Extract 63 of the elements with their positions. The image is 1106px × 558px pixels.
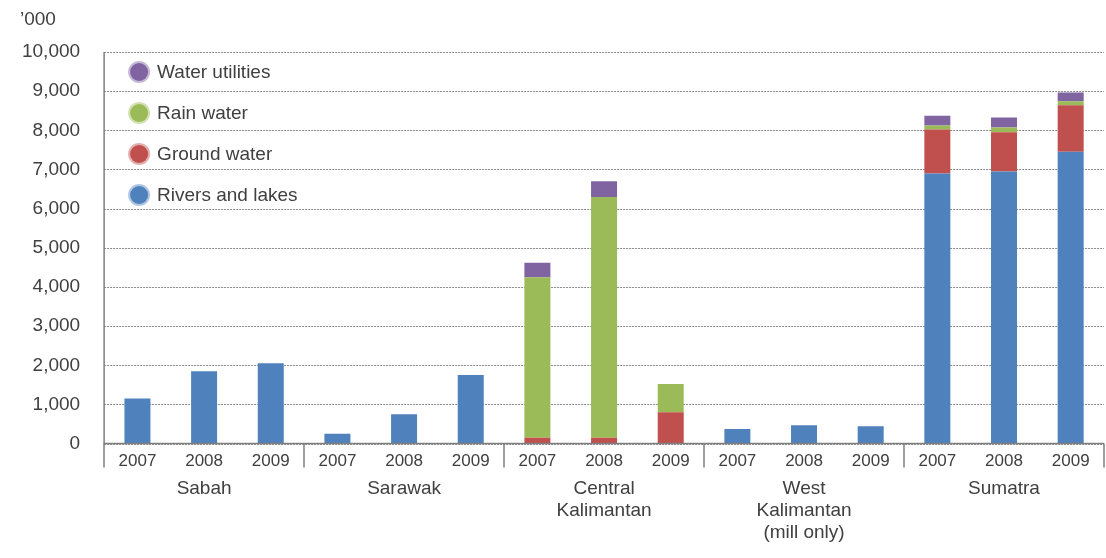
x-tick-label: 2009	[251, 451, 290, 471]
x-tick-label: 2008	[385, 451, 423, 471]
text: West Kalimantan (mill only)	[756, 477, 852, 543]
legend-label: Rivers and lakes	[157, 184, 298, 206]
bar	[991, 132, 1018, 172]
text: Sumatra	[968, 477, 1041, 499]
y-tick-label: 6,000	[32, 196, 81, 218]
bar	[1057, 101, 1084, 106]
bar	[924, 173, 951, 444]
y-tick-label: 3,000	[32, 314, 81, 336]
bar	[1057, 105, 1084, 152]
bar	[791, 425, 818, 444]
y-tick-label: 2,000	[32, 353, 81, 375]
x-tick-label: 2009	[1051, 451, 1090, 471]
legend-label: Water utilities	[157, 61, 271, 83]
y-tick-label: 4,000	[32, 275, 81, 297]
bar	[924, 125, 951, 130]
bar	[991, 127, 1018, 133]
y-tick-label: 1,000	[32, 392, 81, 414]
bar	[991, 171, 1018, 444]
text: Sarawak	[367, 477, 442, 499]
y-tick-label: 5,000	[32, 236, 81, 258]
text: Sabah	[176, 477, 232, 499]
y-tick-label: 9,000	[32, 79, 81, 101]
x-tick-label: 2007	[318, 451, 357, 471]
x-tick-label: 2007	[918, 451, 957, 471]
bar	[924, 129, 951, 174]
x-tick-label: 2009	[651, 451, 690, 471]
bar	[591, 196, 618, 438]
bar	[657, 412, 684, 444]
bar	[857, 426, 884, 444]
bar	[457, 375, 484, 444]
y-tick-label: 7,000	[32, 157, 81, 179]
x-tick-label: 2009	[451, 451, 490, 471]
bar	[257, 363, 284, 444]
bar	[524, 277, 551, 438]
bar	[191, 371, 218, 444]
y-tick-label: 8,000	[32, 118, 81, 140]
x-tick-label: 2008	[985, 451, 1023, 471]
bar	[124, 398, 151, 444]
y-tick-label: 10,000	[21, 40, 81, 62]
y-tick-label: 0	[69, 431, 81, 453]
legend-label: Rain water	[157, 102, 249, 124]
y-axis-title: ’000	[20, 7, 56, 29]
x-tick-label: 2007	[118, 451, 157, 471]
bar	[724, 429, 751, 444]
bar	[324, 433, 351, 444]
x-tick-label: 2008	[585, 451, 623, 471]
x-tick-label: 2007	[718, 451, 757, 471]
bar	[524, 262, 551, 278]
bar	[391, 414, 418, 444]
x-tick-label: 2009	[851, 451, 890, 471]
bar	[1057, 92, 1084, 102]
bar	[591, 181, 618, 197]
bar	[657, 384, 684, 413]
x-tick-label: 2008	[185, 451, 224, 471]
text: Central Kalimantan	[556, 477, 652, 521]
bar	[1057, 151, 1084, 444]
x-tick-label: 2007	[518, 451, 557, 471]
bar	[924, 115, 951, 126]
legend-label: Ground water	[157, 143, 273, 165]
x-tick-label: 2008	[785, 451, 823, 471]
bar	[991, 117, 1018, 128]
